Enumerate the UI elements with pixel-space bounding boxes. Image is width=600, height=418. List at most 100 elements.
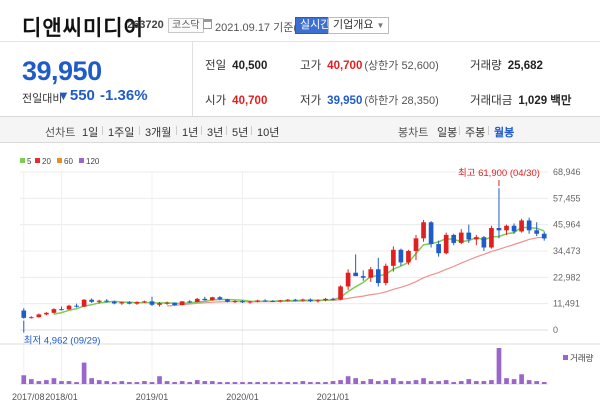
candle-body <box>59 309 64 311</box>
candle-chart-label: 봉차트 <box>398 127 429 139</box>
period-10y[interactable]: 10년 <box>257 127 280 139</box>
period-3m[interactable]: 3개월 <box>145 127 172 139</box>
legend-swatch <box>57 158 62 163</box>
candle-body <box>368 269 374 278</box>
candle-body <box>21 310 27 318</box>
x-tick-label: 2018/01 <box>45 392 78 402</box>
candle-body <box>217 297 223 300</box>
stat-value: 1,029 백만 <box>518 95 572 107</box>
candle-body <box>119 302 125 304</box>
volume-bar <box>496 348 502 384</box>
volume-bar <box>44 380 49 384</box>
legend-label: 5 <box>27 157 32 166</box>
volume-bar <box>391 378 396 384</box>
y-tick-label: 22,982 <box>553 272 581 282</box>
candle-body <box>541 233 547 239</box>
candle-body <box>428 222 434 245</box>
change-label: 전일대비 <box>22 93 63 105</box>
line-chart-label: 선차트 <box>45 127 76 139</box>
volume-legend-swatch <box>563 355 568 360</box>
candle-body <box>96 300 102 302</box>
volume-legend-label: 거래량 <box>570 353 594 363</box>
period-5y[interactable]: 5년 <box>232 127 249 139</box>
candle-daily[interactable]: 일봉 <box>437 127 458 139</box>
candle-body <box>44 312 49 315</box>
toolbar-separator <box>176 126 177 135</box>
volume-bar <box>458 381 464 384</box>
candle-body <box>240 301 245 303</box>
stat-value: 40,700 <box>327 60 363 72</box>
period-3y[interactable]: 3년 <box>207 127 224 139</box>
stat-trade-value: 거래대금 1,029 백만 <box>470 92 571 108</box>
volume-bar <box>142 381 147 384</box>
stock-chart: 5 20 60 120 0 11,491 22,982 34,473 45,964 57,455 6… <box>0 150 600 413</box>
stat-lower-limit: (하한가 28,350) <box>364 95 439 107</box>
volume-bar <box>406 381 411 384</box>
company-info-dropdown[interactable]: 기업개요 ▼ <box>328 17 390 34</box>
period-1d[interactable]: 1일 <box>82 127 99 139</box>
volume-bar <box>217 382 223 384</box>
candle-body <box>179 301 185 306</box>
toolbar-separator <box>201 126 202 135</box>
candle-monthly[interactable]: 월봉 <box>494 127 515 139</box>
current-price: 39,950 <box>22 56 102 86</box>
toolbar-separator <box>488 126 489 135</box>
candle-body <box>255 300 260 302</box>
candle-body <box>262 300 268 302</box>
candle-body <box>353 272 358 277</box>
candlestick-chart-svg: 5 20 60 120 0 11,491 22,982 34,473 45,964 57,455 6… <box>0 157 600 402</box>
realtime-button[interactable]: 실시간 <box>295 17 336 34</box>
volume-bar <box>292 382 298 384</box>
stat-value: 40,500 <box>232 60 268 72</box>
stat-volume: 거래량 25,682 <box>470 57 543 73</box>
period-1w[interactable]: 1주일 <box>108 127 135 139</box>
stat-value: 25,682 <box>507 60 543 72</box>
legend-swatch <box>20 158 25 163</box>
toolbar-separator <box>226 126 227 135</box>
candle-body <box>481 237 487 248</box>
stat-open: 시가 40,700 <box>205 92 267 108</box>
volume-bar <box>428 381 434 384</box>
candle-body <box>526 220 532 231</box>
y-tick-label: 34,473 <box>553 246 581 256</box>
candle-body <box>323 298 328 301</box>
candle-body <box>391 249 396 266</box>
candle-body <box>111 301 117 304</box>
chart-toolbar: 선차트 1일 1주일 3개월 1년 3년 5년 10년 봉차트 일봉 주봉 월봉 <box>0 117 600 143</box>
candle-body <box>443 234 449 254</box>
volume-bar <box>481 381 487 384</box>
volume-bar <box>111 382 117 384</box>
candle-body <box>519 220 524 232</box>
candle-body <box>277 300 283 302</box>
company-name: 디앤씨미디어 <box>22 17 144 40</box>
volume-bar <box>66 381 72 384</box>
volume-bar <box>51 378 57 384</box>
candle-body <box>496 228 502 231</box>
period-1y[interactable]: 1년 <box>182 127 199 139</box>
volume-bar <box>300 381 306 384</box>
candle-body <box>74 305 79 307</box>
chevron-down-icon: ▼ <box>376 21 385 30</box>
volume-bar <box>345 376 351 384</box>
volume-bar <box>270 382 276 384</box>
candle-body <box>489 228 494 248</box>
volume-bar <box>134 382 140 384</box>
volume-bar <box>28 379 34 384</box>
candle-body <box>28 317 34 319</box>
candle-body <box>157 303 162 305</box>
volume-bar <box>74 382 79 384</box>
volume-bar <box>187 382 193 384</box>
y-tick-label: 0 <box>553 325 558 335</box>
volume-bar <box>194 380 200 384</box>
legend-label: 20 <box>42 157 51 166</box>
candle-body <box>89 299 94 302</box>
stat-label: 전일 <box>205 60 227 72</box>
candle-body <box>474 237 479 240</box>
volume-bar <box>353 378 358 384</box>
ma20-line <box>167 236 545 307</box>
candle-body <box>436 244 441 254</box>
candle-weekly[interactable]: 주봉 <box>465 127 486 139</box>
volume-bar <box>59 381 64 384</box>
volume-bar <box>466 379 472 384</box>
volume-bar <box>21 375 27 384</box>
